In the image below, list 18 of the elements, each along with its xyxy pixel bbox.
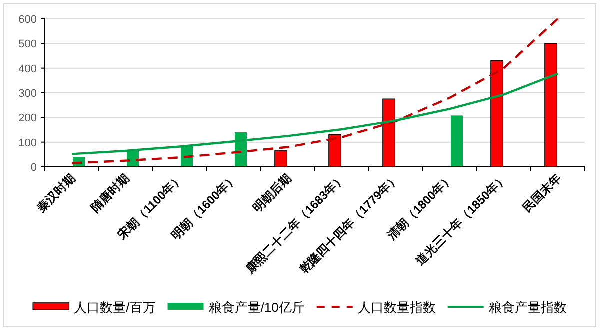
legend-label: 人口数量/百万 [74, 300, 156, 315]
line-series [70, 18, 560, 164]
y-tick-label: 200 [18, 112, 37, 125]
line-series [70, 72, 560, 156]
y-tick-label: 100 [18, 137, 37, 150]
x-tick-label: 隋唐时期 [88, 171, 132, 216]
y-tick-label: 0 [30, 162, 37, 174]
bar [451, 116, 463, 167]
x-tick-label: 民国末年 [520, 171, 564, 216]
y-tick-label: 600 [18, 14, 37, 26]
x-tick-label: 秦汉时期 [34, 171, 78, 216]
legend-label: 粮食产量/10亿斤 [208, 300, 305, 315]
x-tick-label: 明朝后期 [250, 171, 294, 216]
y-tick-label: 400 [18, 63, 37, 76]
legend-label: 粮食产量指数 [488, 300, 567, 315]
y-tick-label: 500 [18, 38, 37, 51]
y-tick-label: 300 [18, 88, 37, 100]
legend-label: 人口数量指数 [358, 300, 436, 315]
